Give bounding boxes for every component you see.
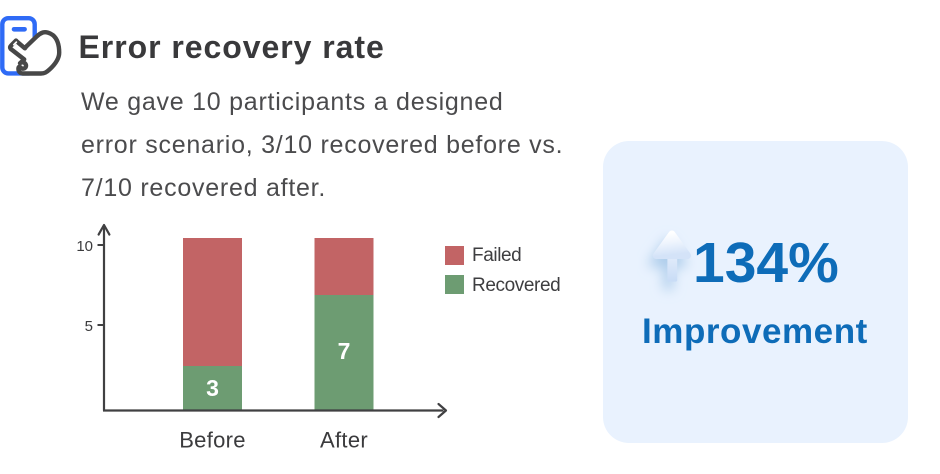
svg-text:10: 10 — [76, 238, 93, 255]
svg-text:3: 3 — [206, 375, 219, 401]
svg-text:After: After — [320, 428, 368, 453]
svg-text:Before: Before — [179, 428, 246, 453]
svg-text:5: 5 — [85, 318, 93, 335]
svg-text:7: 7 — [338, 338, 351, 364]
